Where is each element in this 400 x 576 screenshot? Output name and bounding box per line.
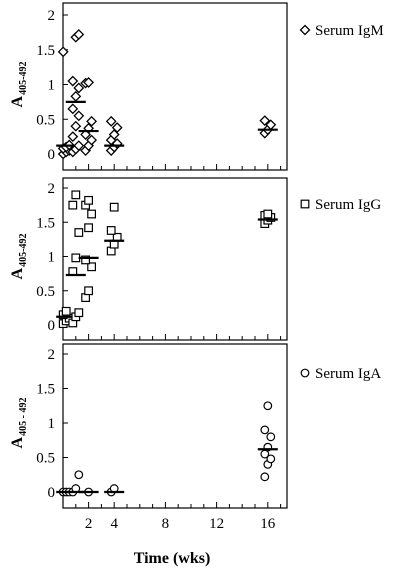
data-point xyxy=(87,209,97,219)
data-point xyxy=(67,131,79,143)
y-tick-label: 1.5 xyxy=(36,43,55,59)
x-tick-label: 16 xyxy=(260,516,276,532)
y-axis-label: A405-492 xyxy=(9,62,29,108)
y-tick-label: 1 xyxy=(48,416,56,432)
panel-serum-igm: 0 0.5 1 1.5 2 A405-492 Serum IgM xyxy=(9,2,384,171)
y-tick-label: 1 xyxy=(48,250,56,266)
data-point xyxy=(109,202,119,212)
plot-frame xyxy=(62,343,288,509)
x-axis-label: Time (wks) xyxy=(134,550,211,567)
y-tick-label: 0.5 xyxy=(36,284,55,300)
data-point xyxy=(266,454,276,464)
y-tick-label: 0 xyxy=(48,318,56,334)
data-point xyxy=(74,228,84,237)
data-point xyxy=(86,134,98,146)
data-point xyxy=(73,110,85,122)
data-point xyxy=(260,425,270,435)
data-point xyxy=(61,306,71,316)
data-point xyxy=(86,115,98,127)
y-tick-label: 1.5 xyxy=(36,382,55,398)
data-point xyxy=(87,262,97,272)
legend-marker xyxy=(300,199,310,209)
panel-serum-iga: 0 0.5 1 1.5 2 2 4 8 12 16 A405 - 492 Serum IgA xyxy=(9,343,381,532)
data-point xyxy=(111,122,123,134)
y-tick-label: 0 xyxy=(48,147,56,163)
data-point xyxy=(73,29,85,40)
panels: 0 0.5 1 1.5 2 A405-492 Serum IgM 0 0.5 1 1.5 2 A405-… xyxy=(9,2,384,532)
data-point xyxy=(259,115,271,127)
x-tick-label: 12 xyxy=(209,516,224,532)
y-tick-label: 0.5 xyxy=(36,451,55,467)
data-point xyxy=(81,255,91,265)
y-tick-label: 2 xyxy=(48,347,56,363)
y-tick-label: 0 xyxy=(48,485,56,501)
plot-frame xyxy=(62,177,288,341)
y-tick-label: 0.5 xyxy=(36,112,55,128)
y-axis-label: A405-492 xyxy=(9,234,29,280)
data-point xyxy=(71,190,81,200)
data-point xyxy=(266,432,276,442)
data-point xyxy=(70,120,82,132)
legend-marker xyxy=(300,368,310,378)
y-tick-label: 2 xyxy=(48,8,56,24)
x-tick-label: 4 xyxy=(110,516,118,532)
data-point xyxy=(71,253,81,263)
data-point xyxy=(74,308,84,318)
y-tick-label: 1 xyxy=(48,78,56,94)
data-point xyxy=(106,226,116,235)
data-point xyxy=(84,286,94,296)
y-tick-label: 1.5 xyxy=(36,215,55,231)
data-point xyxy=(263,401,273,411)
legend-label: Serum IgM xyxy=(315,23,384,39)
x-tick-label: 2 xyxy=(85,516,93,532)
data-point xyxy=(74,470,84,480)
data-point xyxy=(260,472,270,482)
data-point xyxy=(84,223,94,233)
y-axis-label: A405 - 492 xyxy=(9,398,29,449)
legend-label: Serum IgG xyxy=(315,197,381,213)
data-point xyxy=(67,75,79,87)
x-tick-label: 8 xyxy=(162,516,170,532)
data-point xyxy=(263,209,273,219)
data-point xyxy=(105,115,117,127)
data-point xyxy=(73,82,85,94)
data-point xyxy=(67,103,79,115)
plot-frame xyxy=(62,2,288,171)
data-point xyxy=(73,140,85,152)
data-point xyxy=(108,129,120,140)
data-point xyxy=(83,76,95,88)
data-point xyxy=(57,46,69,58)
data-point xyxy=(68,200,78,210)
y-tick-label: 2 xyxy=(48,181,56,197)
legend-label: Serum IgA xyxy=(315,366,381,382)
panel-serum-igg: 0 0.5 1 1.5 2 A405-492 Serum IgG xyxy=(9,177,381,341)
data-point xyxy=(84,195,94,205)
legend-marker xyxy=(299,24,311,36)
